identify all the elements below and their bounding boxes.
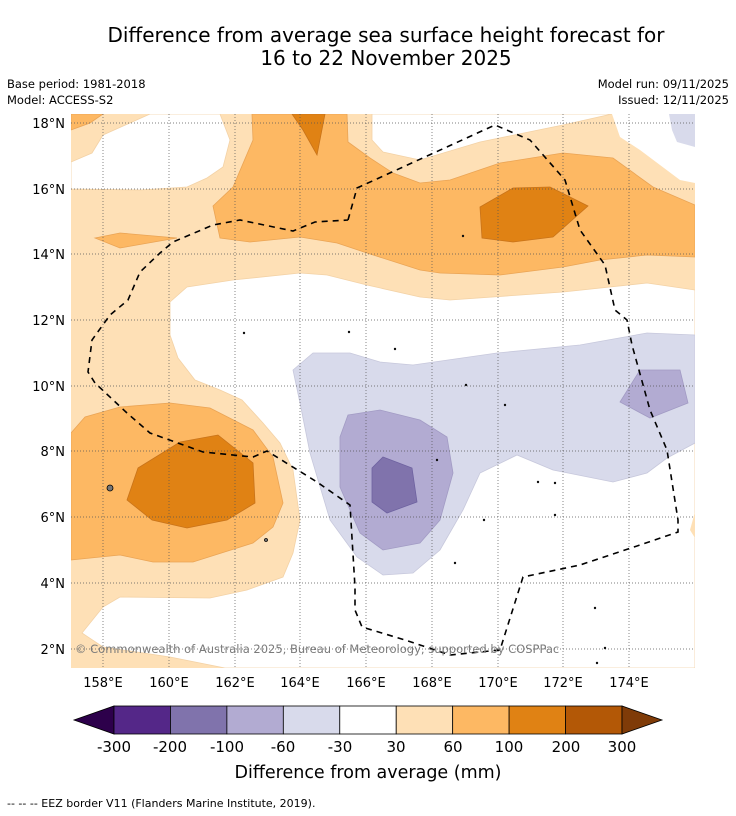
islands	[106, 234, 607, 665]
colorbar-bin	[452, 705, 510, 735]
base-period: Base period: 1981-2018	[7, 77, 146, 91]
lon-label: 162°E	[215, 676, 255, 691]
contour-neutral-topcenter	[371, 114, 613, 161]
colorbar-tick-label: -300	[97, 738, 131, 756]
lat-label: 8°N	[41, 445, 66, 460]
lon-label: 160°E	[149, 676, 189, 691]
colorbar-extend-max	[621, 705, 664, 735]
colorbar-tick-label: -100	[210, 738, 244, 756]
issued-date: Issued: 12/11/2025	[618, 93, 729, 107]
contour-60-100-small	[93, 232, 178, 249]
contour-100-200-notch	[291, 114, 326, 157]
lon-label: 166°E	[346, 676, 386, 691]
title-line-2: 16 to 22 November 2025	[260, 46, 511, 70]
colorbar-extend-min	[72, 705, 115, 735]
colorbar-tick-label: 300	[608, 738, 637, 756]
colorbar-bin	[339, 705, 397, 735]
map-plot: © Commonwealth of Australia 2025, Bureau…	[71, 114, 695, 668]
lon-label: 170°E	[478, 676, 518, 691]
lon-label: 168°E	[412, 676, 452, 691]
model-name: Model: ACCESS-S2	[7, 93, 113, 107]
colorbar-bin	[113, 705, 171, 735]
colorbar-labels: -300 -200 -100 -60 -30 30 60 100 200 300	[97, 738, 636, 756]
colorbar-tick-label: -30	[328, 738, 353, 756]
colorbar-bin	[508, 705, 566, 735]
lat-axis: 18°N 16°N 14°N 12°N 10°N 8°N 6°N 4°N 2°N	[32, 117, 65, 658]
copyright-text: © Commonwealth of Australia 2025, Bureau…	[75, 642, 559, 656]
lon-label: 164°E	[280, 676, 320, 691]
eez-legend: -- -- -- EEZ border V11 (Flanders Marine…	[7, 797, 315, 810]
colorbar-tick-label: 30	[386, 738, 405, 756]
colorbar-bin	[565, 705, 623, 735]
lat-label: 2°N	[41, 643, 66, 658]
lat-label: 14°N	[32, 248, 65, 263]
lat-label: 12°N	[32, 314, 65, 329]
colorbar-tick-label: 200	[552, 738, 581, 756]
contour-30-60-right-edge	[690, 512, 695, 538]
lon-label: 158°E	[83, 676, 123, 691]
colorbar-title: Difference from average (mm)	[234, 763, 501, 783]
contour-minus200-minus100	[371, 456, 418, 514]
contour-minus60-minus30-topright	[669, 114, 695, 147]
colorbar-tick-label: 100	[495, 738, 524, 756]
contour-neutral-topleft	[71, 114, 231, 191]
lat-label: 16°N	[32, 183, 65, 198]
contour-100-200-southwest	[126, 434, 256, 529]
colorbar	[72, 705, 664, 735]
colorbar-bin	[282, 705, 341, 735]
colorbar-tick-label: 60	[443, 738, 462, 756]
lon-label: 174°E	[609, 676, 649, 691]
lon-axis: 158°E 160°E 162°E 164°E 166°E 168°E 170°…	[83, 676, 649, 691]
colorbar-bin	[170, 705, 228, 735]
colorbar-tick-label: -60	[271, 738, 296, 756]
model-run-date: Model run: 09/11/2025	[598, 77, 729, 91]
lat-label: 10°N	[32, 380, 65, 395]
lon-label: 172°E	[543, 676, 583, 691]
colorbar-tick-label: -200	[153, 738, 187, 756]
lat-label: 4°N	[41, 577, 66, 592]
lat-label: 6°N	[41, 511, 66, 526]
contour-minus100-minus60-east	[619, 369, 689, 419]
colorbar-bin	[226, 705, 284, 735]
title-line-1: Difference from average sea surface heig…	[107, 23, 665, 47]
lat-label: 18°N	[32, 117, 65, 132]
contour-100-200-north	[479, 186, 589, 243]
gridlines	[71, 114, 695, 668]
colorbar-bin	[395, 705, 454, 735]
